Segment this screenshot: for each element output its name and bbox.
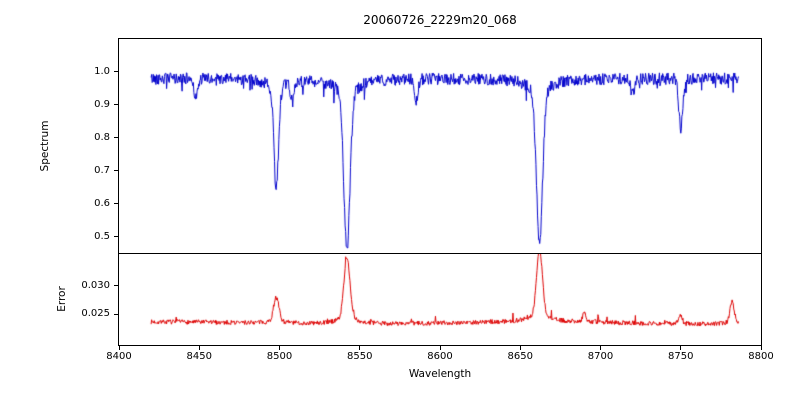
x-tick-label: 8550 [347,351,373,362]
x-tick-mark [600,346,601,350]
x-tick-mark [118,346,120,350]
x-tick-mark [680,346,682,350]
error-panel [118,253,762,346]
y-tick-label-spectrum: 0.9 [94,98,110,110]
spectrum-trace-canvas [119,39,761,253]
chart-title: 20060726_2229m20_068 [363,13,517,27]
x-tick-label: 8600 [427,351,453,362]
x-tick-label: 8400 [106,351,132,362]
y-tick-mark-spectrum [114,236,118,238]
y-tick-mark-error [114,285,118,287]
y-tick-label-spectrum: 0.5 [94,230,110,242]
x-tick-mark [359,346,361,350]
spectrum-panel [118,38,762,254]
error-trace-canvas [119,254,761,345]
x-tick-mark [439,346,441,350]
y-tick-label-spectrum: 0.8 [94,131,110,143]
x-tick-label: 8450 [186,351,212,362]
x-axis-label: Wavelength [408,368,472,380]
y-tick-label-error: 0.025 [81,308,110,320]
x-tick-mark [279,346,280,350]
y-tick-mark-spectrum [114,104,118,106]
y-tick-mark-spectrum [114,203,118,205]
x-tick-mark [198,346,200,350]
y-tick-label-spectrum: 0.7 [94,164,110,176]
x-tick-mark [519,346,521,350]
x-tick-label: 8750 [668,351,694,362]
y-tick-mark-spectrum [114,71,118,73]
y-tick-label-spectrum: 1.0 [94,65,110,77]
y-tick-label-error: 0.030 [81,279,110,291]
x-tick-label: 8700 [587,351,614,362]
x-tick-mark [760,346,762,350]
y-tick-label-spectrum: 0.6 [94,197,110,209]
x-tick-label: 8800 [748,351,774,362]
x-tick-label: 8500 [266,351,293,362]
y-tick-mark-spectrum [114,137,118,139]
y-tick-mark-error [114,313,118,315]
y-tick-mark-spectrum [114,170,118,172]
x-tick-label: 8650 [507,351,533,362]
y-axis-label-spectrum: Spectrum [39,120,51,172]
